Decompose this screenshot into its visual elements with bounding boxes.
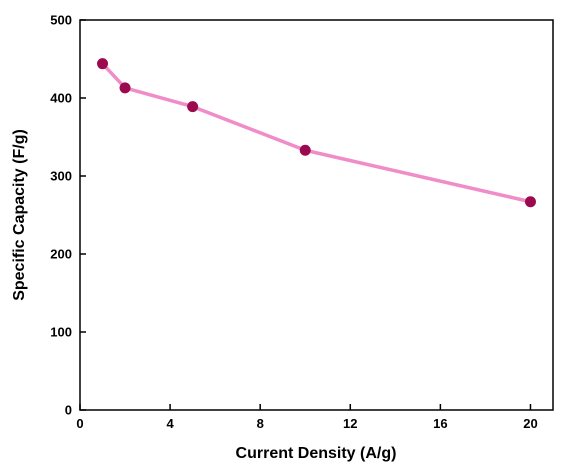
y-tick-label-2: 200	[50, 247, 72, 262]
data-point-0-2	[187, 101, 199, 113]
series-line-0	[101, 62, 531, 204]
x-tick-label-0: 0	[76, 416, 83, 431]
y-tick-label-3: 300	[50, 169, 72, 184]
x-axis-title: Current Density (A/g)	[236, 445, 397, 462]
plot-frame	[79, 19, 554, 411]
x-tick-label-4: 16	[433, 416, 447, 431]
x-tick-label-1: 4	[166, 416, 174, 431]
y-tick-label-1: 100	[50, 325, 72, 340]
series	[97, 58, 536, 208]
y-tick-label-0: 0	[65, 403, 72, 418]
y-axis-title: Specific Capacity (F/g)	[11, 129, 28, 301]
x-tick-label-2: 8	[257, 416, 264, 431]
data-point-0-1	[119, 82, 131, 94]
x-tick-label-3: 12	[343, 416, 357, 431]
y-tick-label-5: 500	[50, 13, 72, 28]
data-point-0-0	[97, 58, 109, 70]
data-point-0-4	[524, 196, 536, 208]
data-point-0-3	[299, 144, 311, 156]
x-tick-label-5: 20	[523, 416, 537, 431]
y-tick-label-4: 400	[50, 91, 72, 106]
